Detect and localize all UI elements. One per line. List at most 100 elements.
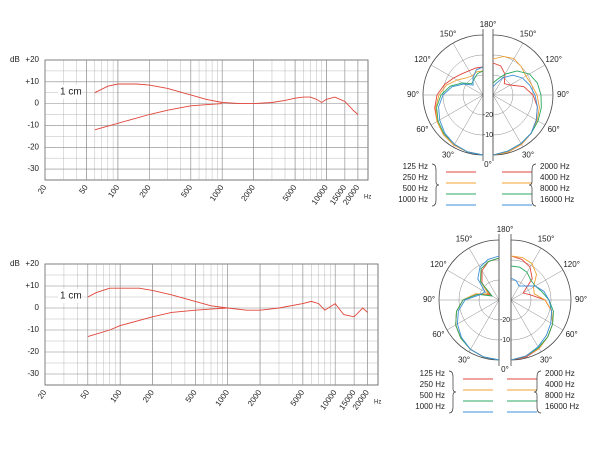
x-tick-label: 500 (184, 388, 199, 405)
angle-label: 90° (423, 295, 435, 304)
angle-label: 180° (497, 225, 514, 234)
legend-label: 500 Hz (403, 184, 428, 193)
legend-label: 125 Hz (403, 162, 428, 171)
polar-spoke (510, 299, 564, 331)
y-tick-label: +20 (25, 55, 39, 64)
y-axis-label: dB (10, 259, 20, 268)
angle-label: 30° (540, 356, 552, 365)
x-tick-label: 2000 (239, 183, 257, 203)
polar-spoke (510, 269, 564, 301)
legend-label: 16000 Hz (540, 195, 574, 204)
response-line (94, 103, 223, 131)
angle-label: 60° (566, 330, 578, 339)
polar-spoke (468, 247, 500, 301)
polar-curve (436, 70, 484, 156)
polar-chart: 0° 30° 30° 60° 60° 90° 90° 120° 120° 150° 150° 180°… (415, 225, 587, 414)
ring-label: -20 (500, 317, 510, 324)
angle-label: 30° (458, 356, 470, 365)
angle-label: 90° (557, 90, 569, 99)
legend-label: 8000 Hz (545, 391, 575, 400)
y-tick-label: 0 (35, 303, 40, 312)
polar-curve (455, 257, 500, 361)
x-tick-label: 5000 (281, 183, 299, 203)
polar-curve (438, 66, 484, 156)
angle-label: 60° (548, 125, 560, 134)
legend-label: 16000 Hz (545, 402, 579, 411)
angle-label: 120° (563, 260, 580, 269)
polar-curve (435, 70, 484, 156)
x-tick-label: 2000 (246, 388, 264, 408)
x-tick-label: 20 (36, 388, 49, 401)
y-tick-label: -10 (27, 325, 39, 334)
annotation-bg (58, 289, 82, 303)
legend-label: 8000 Hz (540, 184, 570, 193)
y-tick-label: -30 (27, 369, 39, 378)
angle-label: 90° (575, 295, 587, 304)
legend-label: 2000 Hz (540, 162, 570, 171)
angle-label: 180° (480, 20, 497, 29)
polar-spoke (492, 42, 524, 96)
angle-label: 90° (407, 90, 419, 99)
legend-brace (431, 163, 440, 207)
polar-curve (492, 74, 538, 156)
polar-curve (455, 257, 500, 361)
plot-frame (44, 263, 379, 386)
legend-brace (448, 370, 457, 414)
angle-label: 120° (430, 260, 447, 269)
angle-label: 30° (442, 151, 454, 160)
annotation: 1 cm (60, 86, 82, 97)
legend-label: 125 Hz (420, 369, 445, 378)
y-tick-label: -20 (27, 347, 39, 356)
response-line (87, 307, 228, 338)
legend-label: 250 Hz (420, 380, 445, 389)
angle-label: 60° (432, 330, 444, 339)
angle-label: 150° (456, 234, 473, 243)
angle-label: 150° (520, 29, 537, 38)
frequency-chart: -30 -20 -10 0 +10 +20 20 50 100 200 500 1000 2000 500… (10, 259, 381, 411)
polar-spoke (452, 94, 484, 148)
polar-spoke (468, 299, 500, 353)
x-tick-label: 1000 (208, 183, 226, 203)
y-tick-label: +10 (25, 281, 39, 290)
y-axis-label: dB (10, 55, 20, 64)
angle-label: 0° (484, 160, 492, 169)
angle-label: 150° (538, 234, 555, 243)
y-tick-label: +20 (25, 259, 39, 268)
angle-label: 120° (414, 55, 431, 64)
polar-curve (434, 66, 484, 156)
polar-spoke (492, 94, 524, 148)
y-tick-label: -30 (27, 164, 39, 173)
legend-label: 2000 Hz (545, 369, 575, 378)
x-tick-label: 5000 (289, 388, 307, 408)
legend-label: 250 Hz (403, 173, 428, 182)
polar-spoke (452, 42, 484, 96)
y-tick-label: 0 (35, 99, 40, 108)
x-tick-label: 50 (77, 183, 90, 196)
response-line (87, 287, 368, 318)
polar-spoke (446, 299, 500, 331)
ring-label: -20 (483, 112, 493, 119)
y-tick-label: -10 (27, 121, 39, 130)
y-tick-label: +10 (25, 77, 39, 86)
polar-spoke (510, 299, 542, 353)
polar-curve (510, 255, 554, 361)
polar-spoke (492, 64, 546, 96)
polar-curve (455, 257, 500, 361)
legend-label: 1000 Hz (398, 195, 428, 204)
x-tick-label: 500 (179, 183, 194, 200)
legend-label: 4000 Hz (540, 173, 570, 182)
polar-curve (510, 265, 554, 361)
x-tick-label: 100 (108, 388, 123, 405)
frequency-chart: -30 -20 -10 0 +10 +20 20 50 100 200 500 1000 2000 500… (10, 55, 371, 206)
legend-brace (528, 163, 537, 207)
ring-label: -10 (483, 132, 493, 139)
polar-curve (456, 255, 500, 361)
x-tick-label: 200 (138, 183, 153, 200)
x-tick-label: 20 (36, 183, 49, 196)
angle-label: 60° (416, 125, 428, 134)
legend-label: 4000 Hz (545, 380, 575, 389)
polar-spoke (510, 247, 542, 301)
x-tick-label: 100 (106, 183, 121, 200)
angle-label: 150° (440, 29, 457, 38)
